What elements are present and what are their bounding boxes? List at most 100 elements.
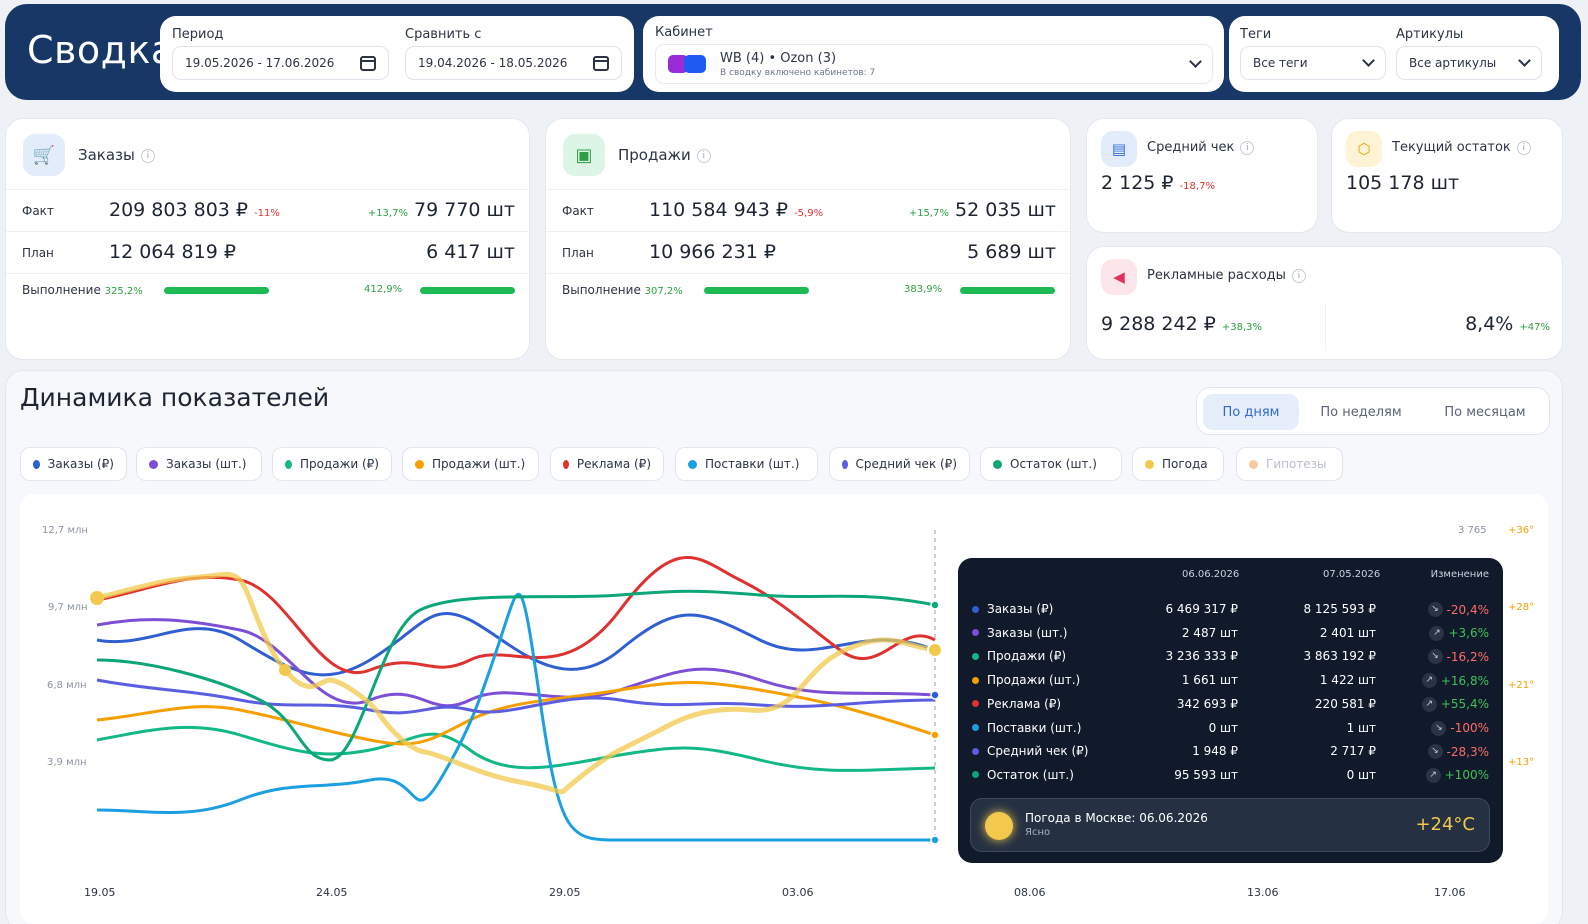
series-dot — [972, 652, 979, 660]
tooltip-row-change-value: +3,6% — [1448, 626, 1489, 641]
marketplace-logos-icon — [668, 53, 708, 75]
temp-tick-label: +13° — [1508, 757, 1535, 768]
legend-chip[interactable]: Продажи (₽) — [272, 447, 392, 481]
legend-chip[interactable]: Продажи (шт.) — [402, 447, 539, 481]
bag-icon: ▣ — [563, 134, 605, 176]
tooltip-row-v2: 220 581 ₽ — [1314, 696, 1376, 711]
tooltip-row-v2: 2 401 шт — [1319, 625, 1376, 640]
orders-fact-qty-value: 79 770 шт — [414, 199, 515, 221]
orders-exec-qty: 412,9% — [364, 284, 403, 295]
sales-title-wrap: Продажи i — [618, 146, 711, 164]
tooltip-row-name: Продажи (₽) — [972, 649, 1066, 663]
avg-check-change: -18,7% — [1179, 181, 1215, 192]
cart-icon: 🛒 — [23, 134, 65, 176]
orders-fact-qty-change: +13,7% — [367, 208, 408, 219]
tab-days[interactable]: По дням — [1203, 394, 1299, 430]
divider — [546, 189, 1070, 190]
stock-value: 105 178 шт — [1346, 172, 1460, 194]
tooltip-row-v1: 95 593 шт — [1174, 767, 1238, 782]
info-icon[interactable]: i — [1516, 140, 1531, 155]
cabinet-card: Кабинет WB (4) • Ozon (3) В сводку включ… — [643, 16, 1224, 92]
series-dot — [972, 771, 979, 779]
orders-plan-qty: 6 417 шт — [426, 241, 515, 263]
info-icon[interactable]: i — [696, 148, 711, 163]
sales-fact-qty: +15,7% 52 035 шт — [909, 199, 1056, 221]
ads-title-wrap: Рекламные расходы i — [1147, 268, 1306, 283]
legend-label: Реклама (₽) — [576, 457, 651, 471]
legend-chip[interactable]: Заказы (шт.) — [136, 447, 262, 481]
articles-select[interactable]: Все артикулы — [1396, 46, 1542, 80]
tooltip-row-change: ↘ -28,3% — [1427, 744, 1489, 760]
exec-label: Выполнение 307,2% — [562, 283, 683, 297]
tags-select[interactable]: Все теги — [1240, 46, 1386, 80]
tooltip-row-change: ↗ +55,4% — [1421, 696, 1489, 712]
info-icon[interactable]: i — [140, 148, 155, 163]
temp-tick-label: +28° — [1508, 602, 1535, 613]
legend-chip[interactable]: Поставки (шт.) — [675, 447, 818, 481]
series-stock-qty — [96, 589, 936, 762]
tooltip-col2: 07.05.2026 — [1323, 569, 1381, 580]
legend-chip[interactable]: Реклама (₽) — [550, 447, 664, 481]
series-orders-rub — [96, 612, 936, 677]
ads-card: ◀ Рекламные расходы i 9 288 242 ₽ +38,3% … — [1086, 246, 1563, 360]
orders-fact-rub: 209 803 803 ₽ -11% — [109, 199, 280, 221]
ads-share-value: 8,4% — [1465, 313, 1514, 335]
box-icon: ⬡ — [1346, 131, 1382, 167]
tooltip-col3: Изменение — [1430, 569, 1489, 580]
info-icon[interactable]: i — [1240, 140, 1255, 155]
sales-exec-qty: 383,9% — [904, 284, 943, 295]
exec-label-text: Выполнение — [22, 283, 101, 297]
sales-exec-qty-bar — [960, 287, 1055, 294]
ads-change: +38,3% — [1221, 322, 1263, 333]
tooltip-row-v1: 6 469 317 ₽ — [1165, 602, 1238, 616]
arrow-up-icon: ↗ — [1429, 625, 1445, 641]
tab-weeks[interactable]: По неделям — [1320, 404, 1402, 420]
tooltip-row-v2: 1 шт — [1346, 720, 1376, 735]
tags-label: Теги — [1240, 27, 1272, 42]
legend-chip[interactable]: Средний чек (₽) — [829, 447, 970, 481]
legend-label: Поставки (шт.) — [705, 457, 800, 471]
info-icon[interactable]: i — [1291, 268, 1306, 283]
sales-title: Продажи — [618, 146, 691, 164]
series-supplies-qty — [96, 592, 935, 842]
header-bar: Сводка Период 19.05.2026 - 17.06.2026 Ср… — [5, 4, 1581, 100]
legend-dot — [33, 459, 40, 469]
arrow-down-icon: ↘ — [1431, 720, 1447, 736]
legend-chip[interactable]: Погода — [1132, 447, 1224, 481]
legend-chip[interactable]: Остаток (шт.) — [980, 447, 1122, 481]
page-title: Сводка — [27, 28, 175, 72]
plan-label: План — [562, 246, 594, 260]
tooltip-row-v2: 1 422 шт — [1319, 673, 1376, 688]
tooltip-row-v1: 342 693 ₽ — [1176, 696, 1238, 711]
hover-point — [930, 730, 940, 740]
tab-months[interactable]: По месяцам — [1444, 404, 1526, 420]
x-tick-label: 24.05 — [316, 886, 348, 899]
tooltip-row-change: ↗ +100% — [1425, 767, 1489, 783]
tooltip-row-label: Заказы (шт.) — [987, 625, 1068, 640]
tooltip-row-v1: 0 шт — [1208, 720, 1238, 735]
avg-check-value-text: 2 125 ₽ — [1101, 172, 1174, 194]
tooltip-row-v1: 2 487 шт — [1181, 625, 1238, 640]
weather-temp: +24°C — [1415, 814, 1475, 835]
orders-fact-qty: +13,7% 79 770 шт — [368, 199, 515, 221]
y-right-tick-label: 3 765 — [1458, 525, 1487, 536]
divider — [546, 231, 1070, 232]
sun-icon — [985, 812, 1013, 840]
cabinet-select[interactable]: WB (4) • Ozon (3) В сводку включено каби… — [655, 44, 1213, 84]
arrow-down-icon: ↘ — [1427, 744, 1443, 760]
legend-dot — [1145, 459, 1154, 469]
arrow-down-icon: ↘ — [1427, 649, 1443, 665]
ads-value-text: 9 288 242 ₽ — [1101, 313, 1216, 335]
series-dot — [972, 629, 979, 637]
compare-field[interactable]: 19.04.2026 - 18.05.2026 — [405, 46, 622, 80]
calendar-icon — [360, 55, 376, 71]
legend-chip[interactable]: Гипотезы — [1236, 447, 1343, 481]
period-field[interactable]: 19.05.2026 - 17.06.2026 — [172, 46, 389, 80]
sales-plan-rub: 10 966 231 ₽ — [649, 241, 776, 263]
legend-chip[interactable]: Заказы (₽) — [20, 447, 127, 481]
x-tick-label: 13.06 — [1247, 886, 1279, 899]
legend-dot — [1249, 459, 1258, 469]
fact-label: Факт — [562, 204, 594, 218]
cabinet-info: WB (4) • Ozon (3) В сводку включено каби… — [668, 51, 875, 78]
